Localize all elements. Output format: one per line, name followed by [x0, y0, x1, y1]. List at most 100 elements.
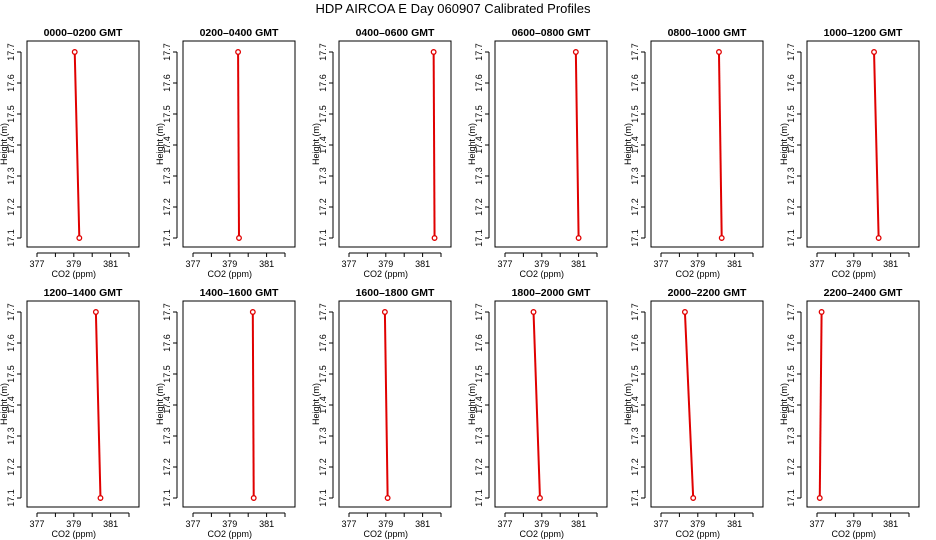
y-axis-label: Height (m) — [0, 123, 9, 165]
y-axis-label: Height (m) — [623, 383, 633, 425]
x-axis-label: CO2 (ppm) — [52, 269, 97, 279]
y-axis-label: Height (m) — [155, 123, 165, 165]
panel-title: 2200–2400 GMT — [824, 287, 903, 299]
y-tick-label: 17.5 — [318, 105, 328, 123]
x-tick-label: 381 — [415, 259, 430, 269]
y-tick-label: 17.5 — [474, 365, 484, 383]
y-tick-label: 17.2 — [630, 458, 640, 476]
y-tick-label: 17.4 — [162, 136, 172, 154]
y-tick-label: 17.6 — [474, 334, 484, 352]
panel-title: 1000–1200 GMT — [824, 27, 903, 39]
y-tick-label: 17.4 — [630, 136, 640, 154]
profile-point — [530, 309, 537, 315]
x-axis-label: CO2 (ppm) — [52, 529, 97, 539]
profile-line — [532, 311, 541, 499]
profile-line — [251, 311, 255, 499]
y-tick-label: 17.7 — [474, 43, 484, 61]
profile-point — [871, 49, 877, 55]
y-tick-label: 17.6 — [6, 74, 16, 92]
panel-title: 0600–0800 GMT — [512, 27, 591, 39]
y-tick-label: 17.7 — [162, 43, 172, 61]
y-tick-label: 17.2 — [6, 198, 16, 216]
y-tick-label: 17.2 — [786, 198, 796, 216]
x-tick-label: 377 — [809, 519, 824, 529]
x-tick-label: 377 — [653, 519, 668, 529]
panel-5: 0800–1000 GMT 377 379 381 CO2 (ppm) 17.1 17.2 1… — [623, 27, 764, 279]
panel-6: 1000–1200 GMT 377 379 381 CO2 (ppm) 17.1 17.2 1… — [779, 27, 920, 279]
profile-point — [875, 235, 882, 241]
profile-line — [873, 51, 880, 239]
x-tick-label: 381 — [727, 519, 742, 529]
profile-point — [235, 49, 242, 55]
profile-point — [575, 235, 582, 241]
profile-point — [716, 49, 722, 55]
y-tick-label: 17.6 — [318, 74, 328, 92]
panel-2: 0200–0400 GMT 377 379 381 CO2 (ppm) 17.1 17.2 1… — [155, 27, 296, 279]
y-tick-label: 17.2 — [474, 458, 484, 476]
x-tick-label: 381 — [415, 519, 430, 529]
x-axis-label: CO2 (ppm) — [832, 529, 877, 539]
x-tick-label: 379 — [378, 519, 393, 529]
y-tick-label: 17.7 — [630, 43, 640, 61]
y-tick-label: 17.3 — [474, 167, 484, 185]
y-tick-label: 17.7 — [318, 43, 328, 61]
profile-point — [384, 495, 391, 501]
y-tick-label: 17.5 — [6, 105, 16, 123]
plot-frame — [494, 300, 608, 508]
x-tick-label: 377 — [653, 259, 668, 269]
profile-line — [818, 311, 823, 499]
y-tick-label: 17.5 — [162, 105, 172, 123]
y-tick-label: 17.2 — [6, 458, 16, 476]
y-tick-label: 17.4 — [162, 396, 172, 414]
panel-title: 0400–0600 GMT — [356, 27, 435, 39]
x-axis-label: CO2 (ppm) — [520, 529, 565, 539]
profile-point — [97, 495, 104, 501]
x-axis-label: CO2 (ppm) — [364, 529, 409, 539]
y-tick-label: 17.5 — [630, 365, 640, 383]
y-tick-label: 17.3 — [786, 427, 796, 445]
y-tick-label: 17.3 — [630, 167, 640, 185]
y-tick-label: 17.6 — [786, 334, 796, 352]
y-tick-label: 17.7 — [786, 43, 796, 61]
x-tick-label: 381 — [103, 519, 118, 529]
profile-line — [237, 51, 240, 239]
x-tick-label: 379 — [690, 259, 705, 269]
y-tick-label: 17.3 — [318, 167, 328, 185]
y-tick-label: 17.5 — [162, 365, 172, 383]
y-tick-label: 17.4 — [786, 136, 796, 154]
y-tick-label: 17.1 — [474, 229, 484, 247]
y-tick-label: 17.5 — [630, 105, 640, 123]
plot-frame — [650, 300, 764, 508]
y-tick-label: 17.3 — [162, 427, 172, 445]
y-tick-label: 17.3 — [6, 167, 16, 185]
panel-3: 0400–0600 GMT 377 379 381 CO2 (ppm) 17.1 17.2 1… — [311, 27, 452, 279]
y-tick-label: 17.7 — [162, 303, 172, 321]
y-axis-label: Height (m) — [779, 383, 789, 425]
x-tick-label: 377 — [185, 259, 200, 269]
y-tick-label: 17.1 — [6, 489, 16, 507]
x-tick-label: 377 — [497, 259, 512, 269]
profile-line — [574, 51, 580, 239]
y-axis-label: Height (m) — [0, 383, 9, 425]
x-axis-label: CO2 (ppm) — [520, 269, 565, 279]
y-axis-label: Height (m) — [467, 123, 477, 165]
y-tick-label: 17.6 — [630, 334, 640, 352]
profile-point — [71, 49, 78, 55]
profile-line — [683, 311, 695, 499]
x-tick-label: 379 — [534, 519, 549, 529]
x-axis-label: CO2 (ppm) — [208, 269, 253, 279]
y-axis-label: Height (m) — [311, 123, 321, 165]
y-tick-label: 17.6 — [474, 74, 484, 92]
profile-line — [73, 51, 81, 239]
plot-frame — [338, 300, 452, 508]
x-tick-label: 381 — [727, 259, 742, 269]
panel-title: 1200–1400 GMT — [44, 287, 123, 299]
y-tick-label: 17.3 — [474, 427, 484, 445]
panel-8: 1400–1600 GMT 377 379 381 CO2 (ppm) 17.1 17.2 1… — [155, 287, 296, 539]
panel-title: 1600–1800 GMT — [356, 287, 435, 299]
panel-title: 1800–2000 GMT — [512, 287, 591, 299]
y-tick-label: 17.1 — [786, 489, 796, 507]
panel-title: 0200–0400 GMT — [200, 27, 279, 39]
y-tick-label: 17.3 — [318, 427, 328, 445]
